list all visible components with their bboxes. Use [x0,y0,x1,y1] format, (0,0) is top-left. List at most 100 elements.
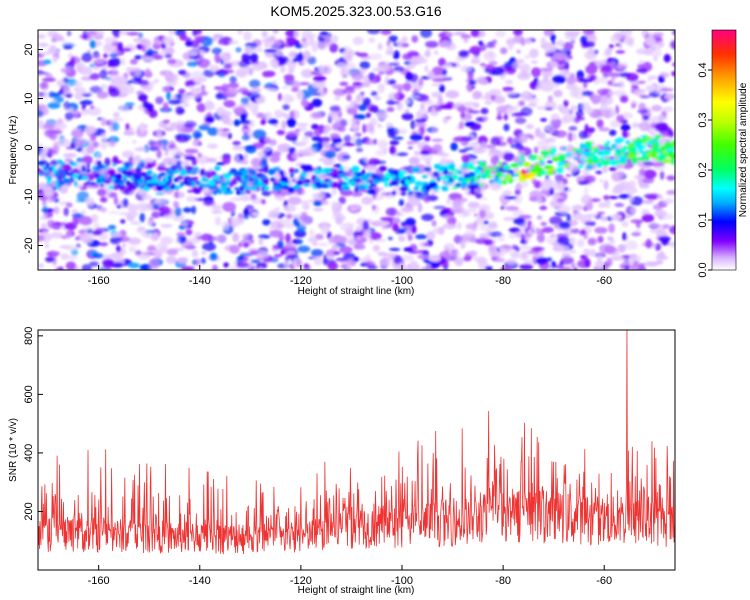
heatmap-cell [92,253,104,259]
heatmap-cell [113,196,119,206]
heatmap-cell [386,40,391,47]
heatmap-cell [367,189,377,194]
heatmap-cell [636,139,645,142]
heatmap-cell [301,39,309,49]
heatmap-cell [143,144,150,153]
heatmap-cell [451,186,459,189]
heatmap-cell [566,213,572,223]
heatmap-cell [100,140,108,150]
heatmap-cell [283,43,292,48]
heatmap-cell [635,48,647,55]
heatmap-cell [229,40,239,45]
heatmap-cell [108,53,119,58]
heatmap-cell [556,236,570,245]
heatmap-cell [415,234,428,240]
heatmap-cell [387,79,397,85]
heatmap-cell [461,165,466,170]
heatmap-cell [539,261,551,270]
heatmap-cell [573,156,579,161]
heatmap-cell [578,148,582,154]
heatmap-cell [243,110,248,119]
heatmap-cell [393,66,404,72]
heatmap-cell [443,77,453,81]
heatmap-cell [131,155,140,166]
heatmap-cell [52,166,57,174]
heatmap-cell [94,205,103,209]
heatmap-cell [71,128,84,138]
heatmap-cell [413,150,421,156]
heatmap-cell [550,113,560,121]
heatmap-cell [408,156,420,165]
heatmap-cell [87,175,95,179]
heatmap-cell [44,242,50,249]
heatmap-cell [100,207,107,213]
heatmap-cell [614,203,625,207]
heatmap-cell [222,155,231,165]
heatmap-cell [510,244,519,250]
heatmap-cell [334,96,341,101]
heatmap-cell [128,237,142,245]
heatmap-cell [659,251,665,259]
heatmap-cell [362,156,368,163]
heatmap-cell [270,190,277,194]
heatmap-cell [584,175,596,183]
heatmap-cell [365,173,370,179]
heatmap-cell [400,206,414,213]
heatmap-cell [488,151,496,158]
heatmap-cell [663,56,672,61]
heatmap-cell [58,166,62,170]
heatmap-cell [449,162,455,170]
heatmap-cell [90,182,96,186]
heatmap-cell [634,90,643,96]
heatmap-cell [556,198,565,203]
heatmap-cell [296,212,304,223]
heatmap-cell [145,233,151,239]
heatmap-cell [536,233,546,243]
heatmap-cell [558,221,571,230]
heatmap-cell [277,143,291,153]
heatmap-cell [186,61,199,67]
heatmap-cell [644,32,655,38]
heatmap-cell [285,233,291,243]
heatmap-cell [273,254,283,258]
heatmap-cell [559,183,565,191]
heatmap-cell [488,60,498,66]
heatmap-cell [335,257,349,262]
heatmap-cell [582,30,595,35]
heatmap-cell [297,245,311,253]
heatmap-cell [111,49,118,55]
heatmap-cell [126,31,140,36]
heatmap-cell [208,179,216,187]
heatmap-cell [154,78,160,83]
heatmap-cell [205,157,218,163]
heatmap-cell [637,80,646,84]
heatmap-cell [536,139,550,147]
heatmap-cell [221,221,230,230]
heatmap-cell [402,53,413,61]
heatmap-cell [65,93,73,98]
heatmap-cell [508,231,516,239]
heatmap-cell [331,35,339,43]
heatmap-cell [274,207,281,211]
y-tick-label: 600 [23,385,35,403]
heatmap-cell [68,52,73,60]
heatmap-cell [359,61,371,70]
heatmap-cell [536,106,547,110]
heatmap-cell [341,155,351,160]
heatmap-cell [633,174,646,180]
heatmap-cell [390,179,400,186]
heatmap-cell [619,30,633,36]
heatmap-cell [434,50,439,56]
heatmap-cell [351,135,356,143]
heatmap-cell [270,120,279,125]
heatmap-cell [424,135,431,142]
heatmap-cell [424,40,439,48]
heatmap-cell [63,83,72,92]
heatmap-cell [186,196,198,202]
heatmap-cell [273,59,279,69]
heatmap-cell [615,50,626,54]
heatmap-cell [164,150,169,156]
heatmap-cell [472,181,479,184]
heatmap-cell [52,56,57,64]
heatmap-cell [251,212,259,217]
